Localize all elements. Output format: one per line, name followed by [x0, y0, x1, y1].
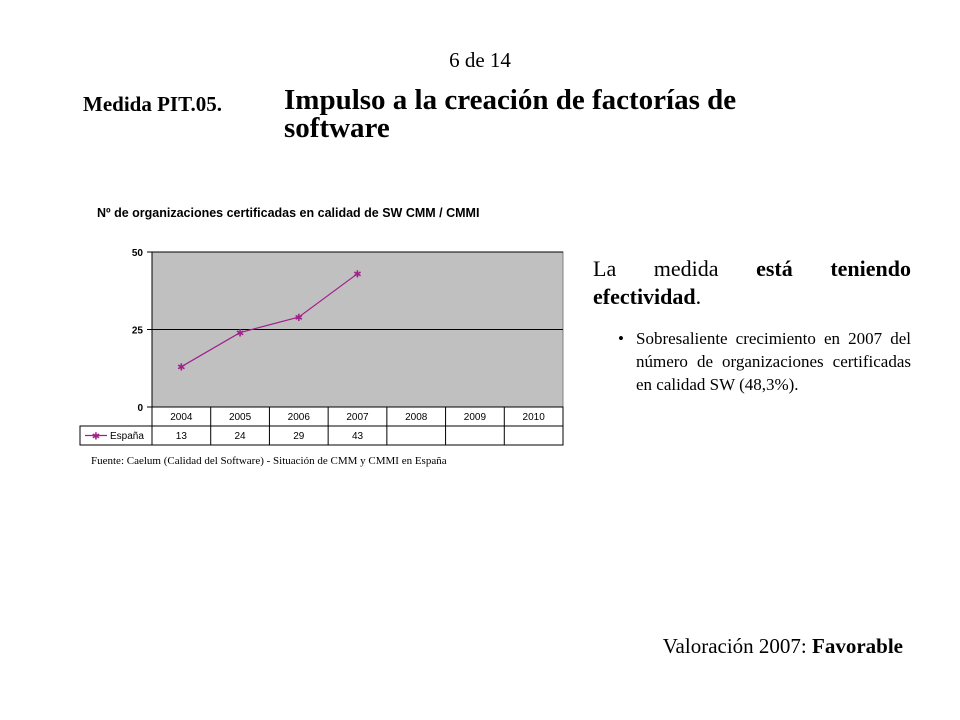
- assessment-label: Valoración 2007:: [662, 634, 813, 658]
- data-table-value: 43: [352, 431, 364, 442]
- data-point: ✱: [353, 270, 361, 281]
- category-label: 2010: [523, 412, 546, 423]
- y-tick-label: 25: [132, 326, 144, 337]
- statement-suffix: .: [695, 284, 702, 309]
- bullet-list: Sobresaliente crecimiento en 2007 del nú…: [616, 327, 911, 396]
- assessment-value: Favorable: [812, 634, 903, 658]
- data-table-value: 13: [176, 431, 188, 442]
- bullet-item: Sobresaliente crecimiento en 2007 del nú…: [616, 327, 911, 396]
- legend-label: España: [110, 431, 144, 442]
- y-tick-label: 0: [137, 403, 143, 414]
- data-point: ✱: [236, 329, 244, 340]
- category-label: 2004: [170, 412, 193, 423]
- category-label: 2005: [229, 412, 252, 423]
- measure-code: Medida PIT.05.: [83, 92, 223, 116]
- table-value-row: [79, 425, 564, 446]
- series-line: [181, 273, 358, 368]
- category-label: 2006: [288, 412, 311, 423]
- category-label: 2009: [464, 412, 487, 423]
- chart-source: Fuente: Caelum (Calidad del Software) - …: [91, 455, 447, 467]
- y-tick-label: 50: [132, 248, 144, 259]
- statement-bold: está teniendo efectividad: [593, 256, 911, 309]
- effectiveness-statement: La medida está teniendo efectividad.: [593, 255, 911, 311]
- page-number: 6 de 14: [449, 48, 511, 72]
- assessment: Valoración 2007: Favorable: [663, 634, 903, 659]
- category-label: 2008: [405, 412, 428, 423]
- data-point: ✱: [295, 313, 303, 324]
- chart-title: Nº de organizaciones certificadas en cal…: [97, 206, 480, 220]
- data-point: ✱: [177, 363, 185, 374]
- legend-marker: ✱: [92, 432, 100, 443]
- category-label: 2007: [346, 412, 369, 423]
- data-table-value: 29: [293, 431, 305, 442]
- slide-title: Impulso a la creación de factorías de so…: [284, 84, 737, 144]
- data-table-value: 24: [235, 431, 247, 442]
- statement-prefix: La medida: [593, 256, 757, 281]
